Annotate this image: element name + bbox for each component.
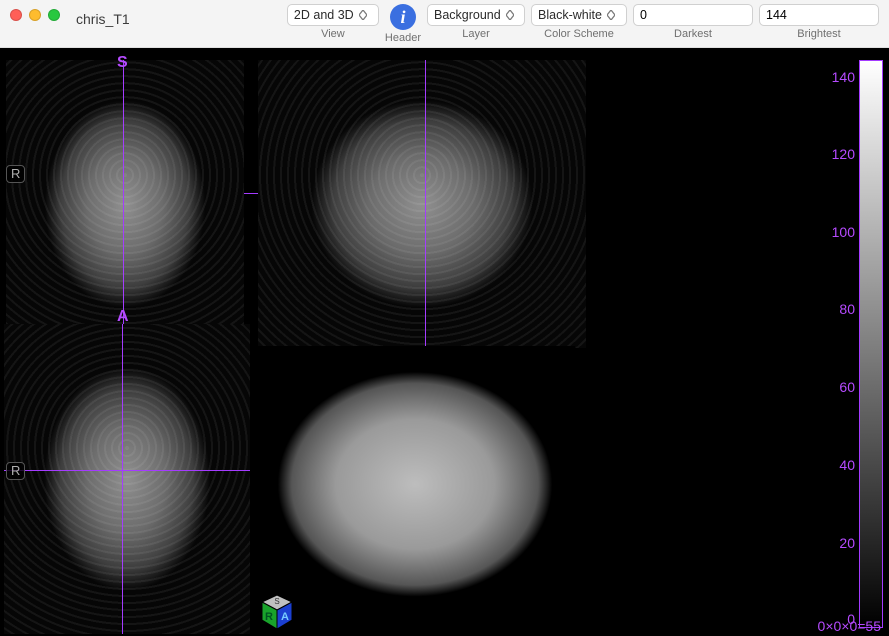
panel-axial[interactable] bbox=[4, 324, 250, 634]
viewer: S R A R S R A 140 120 100 80 bbox=[0, 48, 889, 636]
colorbar: 140 120 100 80 60 40 20 0 bbox=[819, 60, 883, 628]
tick-80: 80 bbox=[839, 301, 855, 317]
crosshair-v-sagittal[interactable] bbox=[425, 60, 426, 348]
view-label: View bbox=[321, 28, 345, 40]
header-info-button[interactable]: i bbox=[390, 4, 416, 30]
darkest-control: Darkest bbox=[633, 4, 753, 40]
layer-select[interactable]: Background bbox=[427, 4, 525, 26]
tick-40: 40 bbox=[839, 457, 855, 473]
scheme-select-value: Black-white bbox=[538, 8, 602, 22]
cube-left-label: R bbox=[265, 611, 273, 623]
brightest-control: Brightest bbox=[759, 4, 879, 40]
axial-image bbox=[4, 324, 250, 634]
brightest-input[interactable] bbox=[766, 8, 872, 22]
tick-20: 20 bbox=[839, 535, 855, 551]
scheme-control: Black-white Color Scheme bbox=[531, 4, 627, 40]
orient-s: S bbox=[117, 54, 128, 72]
darkest-input[interactable] bbox=[640, 8, 746, 22]
colorbar-ticks: 140 120 100 80 60 40 20 0 bbox=[819, 60, 859, 628]
orient-a: A bbox=[117, 308, 129, 326]
scheme-select[interactable]: Black-white bbox=[531, 4, 627, 26]
header-control: i Header bbox=[385, 4, 421, 44]
updown-icon bbox=[358, 8, 368, 22]
tick-100: 100 bbox=[832, 224, 855, 240]
orient-r-axial: R bbox=[6, 462, 25, 480]
tick-120: 120 bbox=[832, 146, 855, 162]
colorbar-gradient[interactable] bbox=[859, 60, 883, 628]
zoom-window-button[interactable] bbox=[48, 9, 60, 21]
coronal-image bbox=[6, 60, 244, 348]
panel-coronal[interactable] bbox=[6, 60, 244, 348]
crosshair-h-axial[interactable] bbox=[4, 470, 250, 471]
updown-icon bbox=[606, 8, 616, 22]
window-title: chris_T1 bbox=[76, 11, 130, 27]
header-label: Header bbox=[385, 32, 421, 44]
status-readout: 0×0×0=55 bbox=[818, 618, 881, 634]
updown-icon bbox=[505, 8, 515, 22]
minimize-window-button[interactable] bbox=[29, 9, 41, 21]
nav-cube[interactable]: S R A bbox=[259, 594, 295, 630]
close-window-button[interactable] bbox=[10, 9, 22, 21]
tick-60: 60 bbox=[839, 379, 855, 395]
brightest-label: Brightest bbox=[797, 28, 840, 40]
crosshair-v-coronal[interactable] bbox=[123, 60, 124, 348]
brightest-input-wrap bbox=[759, 4, 879, 26]
render3d-image bbox=[255, 346, 575, 634]
layer-label: Layer bbox=[462, 28, 490, 40]
window-controls bbox=[10, 4, 60, 26]
toolbar: chris_T1 2D and 3D View i Header Backgro… bbox=[0, 0, 889, 48]
panel-sagittal[interactable] bbox=[258, 60, 586, 348]
darkest-input-wrap bbox=[633, 4, 753, 26]
layer-control: Background Layer bbox=[427, 4, 525, 40]
tick-140: 140 bbox=[832, 69, 855, 85]
cube-top-label: S bbox=[274, 597, 279, 606]
crosshair-v-axial[interactable] bbox=[122, 324, 123, 634]
sagittal-image bbox=[258, 60, 586, 348]
layer-select-value: Background bbox=[434, 8, 501, 22]
info-icon: i bbox=[400, 8, 405, 26]
view-select-value: 2D and 3D bbox=[294, 8, 354, 22]
cube-right-label: A bbox=[281, 611, 289, 623]
panel-3d[interactable]: S R A bbox=[255, 346, 575, 634]
darkest-label: Darkest bbox=[674, 28, 712, 40]
view-select[interactable]: 2D and 3D bbox=[287, 4, 379, 26]
view-control: 2D and 3D View bbox=[287, 4, 379, 40]
orient-r-coronal: R bbox=[6, 165, 25, 183]
scheme-label: Color Scheme bbox=[544, 28, 614, 40]
